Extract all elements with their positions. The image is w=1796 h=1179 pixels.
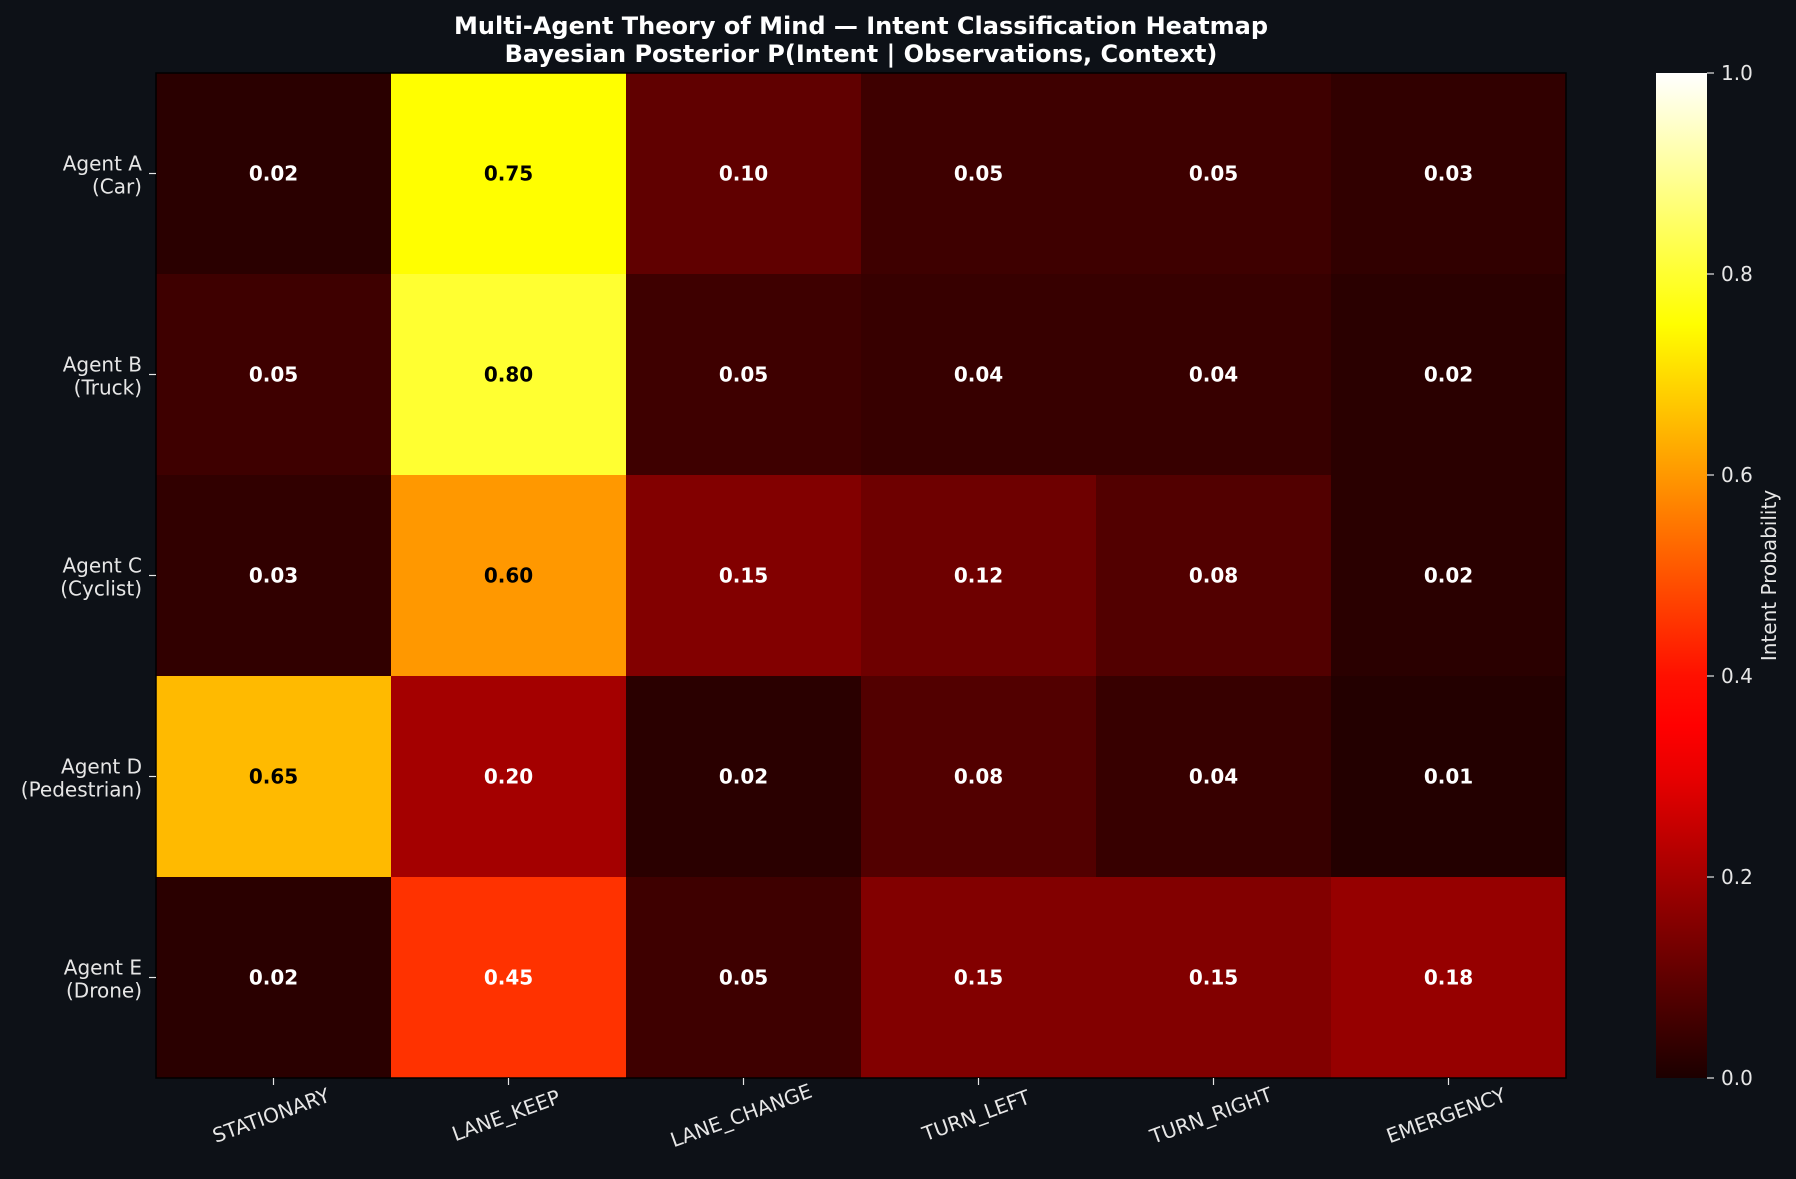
- colorbar-tick-label: 0.4: [1721, 664, 1753, 688]
- x-tick-label: LANE_CHANGE: [667, 1079, 815, 1152]
- cell-value-label: 0.04: [954, 363, 1003, 387]
- y-tick-label: Agent B (Truck): [63, 353, 142, 400]
- colorbar-label: Intent Probability: [1757, 490, 1781, 661]
- heatmap-cell: [861, 73, 1096, 274]
- heatmap-cell: [1096, 274, 1331, 475]
- colorbar-tick-label: 0.6: [1721, 463, 1753, 487]
- cell-value-label: 0.03: [1424, 162, 1473, 186]
- x-tick-label: EMERGENCY: [1383, 1082, 1510, 1148]
- heatmap-cell: [391, 274, 626, 475]
- cell-value-label: 0.08: [1189, 564, 1238, 588]
- heatmap-cell: [861, 877, 1096, 1078]
- cell-value-label: 0.05: [1189, 162, 1238, 186]
- heatmap-cell: [391, 877, 626, 1078]
- y-tick-label: Agent A (Car): [63, 152, 143, 199]
- heatmap-cell: [156, 877, 391, 1078]
- cell-value-label: 0.01: [1424, 765, 1473, 789]
- cell-value-label: 0.05: [719, 363, 768, 387]
- cell-value-label: 0.02: [249, 162, 298, 186]
- heatmap-cell: [1331, 676, 1566, 877]
- cell-value-label: 0.02: [719, 765, 768, 789]
- cell-value-label: 0.02: [1424, 363, 1473, 387]
- cell-value-label: 0.65: [249, 765, 298, 789]
- x-tick-label: TURN_LEFT: [918, 1085, 1034, 1147]
- heatmap-cells: 0.02 0.75 0.10 0.05 0.05 0.03 0.05 0.80 0.05 0.04…: [155, 72, 1567, 1079]
- colorbar-gradient: [1656, 73, 1707, 1078]
- cell-value-label: 0.05: [249, 363, 298, 387]
- cell-value-label: 0.60: [484, 564, 533, 588]
- heatmap-cell: [861, 274, 1096, 475]
- cell-value-label: 0.15: [1189, 966, 1238, 990]
- cell-value-label: 0.15: [719, 564, 768, 588]
- heatmap-cell: [391, 73, 626, 274]
- y-axis-labels: Agent A (Car) Agent B (Truck) Agent C (Cyclis…: [21, 152, 156, 1003]
- cell-value-label: 0.18: [1424, 966, 1473, 990]
- heatmap-cell: [1331, 73, 1566, 274]
- x-tick-label: TURN_RIGHT: [1146, 1082, 1276, 1149]
- heatmap-cell: [156, 274, 391, 475]
- x-tick-label: STATIONARY: [209, 1083, 333, 1148]
- heatmap-cell: [1331, 877, 1566, 1078]
- heatmap-cell: [156, 475, 391, 676]
- y-tick-label: Agent C (Cyclist): [60, 554, 142, 601]
- heatmap-cell: [1096, 877, 1331, 1078]
- cell-value-label: 0.45: [484, 966, 533, 990]
- heatmap-cell: [391, 475, 626, 676]
- y-tick-label: Agent E (Drone): [64, 956, 142, 1003]
- heatmap-cell: [1096, 475, 1331, 676]
- chart-title-line2: Bayesian Posterior P(Intent | Observatio…: [505, 40, 1218, 68]
- heatmap-cell: [1096, 676, 1331, 877]
- heatmap-cell: [626, 73, 861, 274]
- heatmap-cell: [626, 274, 861, 475]
- heatmap-cell: [1096, 73, 1331, 274]
- colorbar-tick-label: 0.0: [1721, 1066, 1753, 1090]
- cell-value-label: 0.03: [249, 564, 298, 588]
- cell-value-label: 0.02: [1424, 564, 1473, 588]
- x-axis-labels: STATIONARY LANE_KEEP LANE_CHANGE TURN_LEFT T…: [209, 1078, 1510, 1152]
- heatmap-cell: [861, 475, 1096, 676]
- heatmap-cell: [626, 475, 861, 676]
- cell-value-label: 0.12: [954, 564, 1003, 588]
- cell-value-label: 0.75: [484, 162, 533, 186]
- cell-value-label: 0.02: [249, 966, 298, 990]
- x-tick-label: LANE_KEEP: [449, 1085, 564, 1146]
- cell-value-label: 0.80: [484, 363, 533, 387]
- cell-value-label: 0.08: [954, 765, 1003, 789]
- chart-title-line1: Multi-Agent Theory of Mind — Intent Clas…: [454, 12, 1268, 40]
- heatmap-cell: [626, 877, 861, 1078]
- heatmap-cell: [861, 676, 1096, 877]
- heatmap-cell: [626, 676, 861, 877]
- cell-value-label: 0.15: [954, 966, 1003, 990]
- heatmap-cell: [1331, 475, 1566, 676]
- colorbar-tick-label: 1.0: [1721, 61, 1753, 85]
- heatmap-cell: [156, 676, 391, 877]
- cell-value-label: 0.05: [719, 966, 768, 990]
- cell-value-label: 0.05: [954, 162, 1003, 186]
- heatmap-cell: [156, 73, 391, 274]
- heatmap-cell: [391, 676, 626, 877]
- cell-value-label: 0.04: [1189, 765, 1238, 789]
- cell-value-label: 0.10: [719, 162, 768, 186]
- colorbar: 0.0 0.2 0.4 0.6 0.8 1.0 Intent Probability: [1656, 61, 1781, 1090]
- colorbar-tick-label: 0.8: [1721, 262, 1753, 286]
- cell-value-label: 0.20: [484, 765, 533, 789]
- cell-value-label: 0.04: [1189, 363, 1238, 387]
- colorbar-tick-label: 0.2: [1721, 865, 1753, 889]
- heatmap-cell: [1331, 274, 1566, 475]
- y-tick-label: Agent D (Pedestrian): [21, 755, 142, 802]
